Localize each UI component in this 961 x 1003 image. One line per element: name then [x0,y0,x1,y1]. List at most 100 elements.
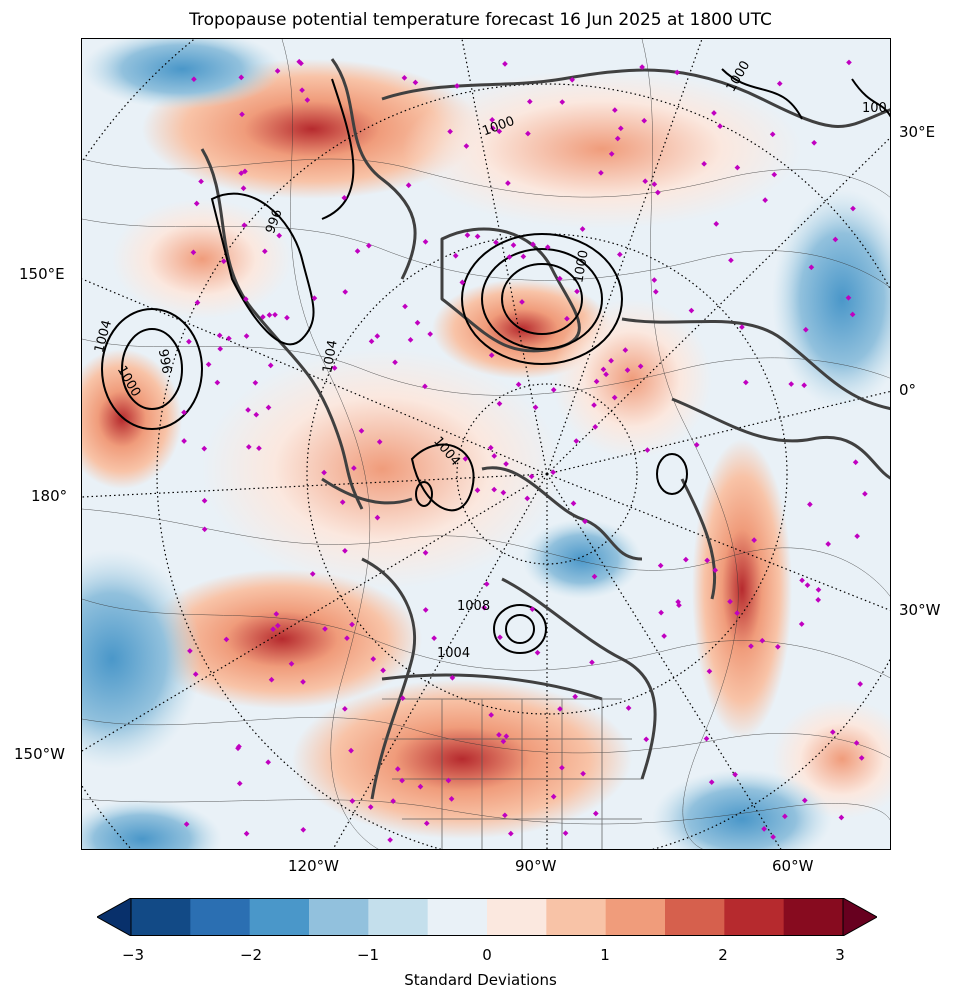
station-marker [474,233,481,240]
station-marker [739,324,745,330]
station-marker [349,798,356,804]
station-marker [242,296,249,302]
station-marker [368,338,375,345]
station-marker [354,248,361,254]
station-marker [582,518,588,525]
station-marker [331,365,338,371]
station-marker [657,562,664,569]
station-marker [775,643,781,650]
station-marker [217,346,224,352]
station-marker [825,541,832,547]
station-marker [505,180,511,186]
station-marker [532,404,539,411]
station-marker [573,438,580,444]
station-marker [849,311,856,318]
station-marker [321,469,327,476]
station-marker [675,599,681,605]
station-marker [591,402,597,408]
cool-anomaly-regions [82,39,890,849]
station-marker [266,312,273,318]
station-marker [642,178,649,185]
colorbar-cell [546,898,607,936]
station-marker [265,759,272,766]
station-marker [661,633,667,639]
station-marker [748,643,754,649]
station-marker [431,635,437,641]
station-marker [524,495,531,502]
station-marker [358,427,365,434]
lon-label-0: 0° [899,381,917,399]
station-marker [502,61,508,67]
station-marker [394,766,401,772]
station-marker [799,577,805,584]
lon-label-90w: 90°W [515,857,557,875]
station-marker [857,681,864,687]
coastlines [200,58,890,800]
station-marker [399,695,406,702]
station-marker [528,473,535,480]
station-marker [815,597,822,603]
station-marker [474,487,481,494]
station-marker [183,821,190,828]
station-marker [643,736,650,743]
station-marker [243,333,250,339]
station-marker [300,826,307,833]
station-marker [422,238,429,245]
lon-label-120w: 120°W [288,857,339,875]
station-marker [802,326,809,333]
station-markers [181,58,868,843]
station-marker [728,257,734,264]
station-marker [570,500,577,507]
station-marker [658,609,664,616]
station-marker [341,194,348,201]
station-marker [713,221,720,227]
station-marker [194,299,201,306]
station-marker [717,123,723,130]
station-marker [761,826,767,832]
station-marker [449,674,456,681]
station-marker [519,299,525,305]
station-marker [534,649,541,656]
station-marker [652,288,659,295]
station-marker [500,738,507,745]
lon-label-60w: 60°W [772,857,814,875]
theta-contours [82,39,890,849]
colorbar-tick: −3 [121,946,145,964]
station-marker [641,117,648,124]
station-marker [832,236,839,243]
station-marker [220,258,227,265]
station-marker [496,128,503,135]
map-panel[interactable]: 1000 996 1004 1004 1000 996 1004 1008 10… [81,38,891,850]
station-marker [366,242,372,249]
colorbar-tick: 3 [835,946,845,964]
station-marker [243,830,250,837]
station-marker [624,367,631,373]
station-marker [564,315,570,322]
station-marker [506,254,513,260]
station-marker [701,160,707,167]
station-marker [557,706,563,712]
colorbar-cell [783,898,844,936]
lon-label-30e: 30°E [899,123,936,141]
station-marker [390,798,396,804]
colorbar-tick: −2 [239,946,263,964]
station-marker [414,319,421,326]
station-marker [226,335,232,342]
colorbar-cell [309,898,369,936]
station-marker [829,729,836,735]
station-marker [447,128,453,135]
colorbar-cell [131,898,191,936]
colorbar-cell [368,898,429,936]
station-marker [693,442,700,448]
station-marker [556,275,563,282]
station-marker [854,533,860,540]
station-marker [617,251,623,258]
station-marker [387,837,393,843]
station-marker [493,239,499,246]
station-marker [683,556,689,563]
station-marker [600,366,607,373]
station-marker [743,379,749,386]
colorbar-cell [605,898,666,936]
station-marker [708,779,715,785]
station-marker [223,636,230,643]
